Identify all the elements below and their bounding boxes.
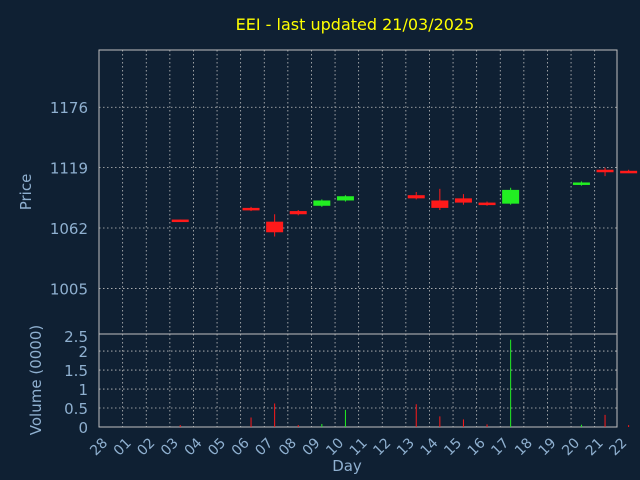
volume-y-tick-label: 2: [78, 343, 88, 361]
candle-03: [242, 206, 260, 212]
volume-vertical-gridlines: [122, 334, 596, 427]
candle-06: [313, 199, 331, 207]
candle-10: [407, 192, 425, 200]
price-y-tick-labels: 1005 1062 1119 1176: [50, 99, 88, 298]
volume-y-tick-label: 1.5: [64, 362, 88, 380]
volume-y-tick-labels: 00.511.522.5: [64, 328, 88, 437]
candle-body: [620, 170, 638, 174]
candle-body: [454, 198, 472, 203]
volume-axis-label: Volume (0000): [27, 325, 45, 435]
candle-body: [313, 200, 331, 206]
candle-body: [572, 182, 590, 185]
candle-05: [289, 210, 307, 216]
candle-body: [478, 202, 496, 206]
candle-17: [572, 181, 590, 186]
candle-body: [266, 221, 284, 233]
x-tick-labels: 28 01 02 03 04 05 06 07 08 09 10 11 12 13 14 15 16 17 18 19…: [87, 435, 630, 459]
price-y-tick-label: 1176: [50, 99, 88, 117]
volume-y-tick-label: 0.5: [64, 400, 88, 418]
volume-y-tick-label: 0: [78, 419, 88, 437]
candle-11: [431, 188, 449, 211]
price-y-tick-label: 1062: [50, 220, 88, 238]
price-y-tick-label: 1119: [50, 160, 88, 178]
candle-04: [266, 214, 284, 237]
candle-18: [596, 167, 614, 177]
volume-bars: [179, 339, 630, 427]
candle-12: [454, 194, 472, 205]
candle-body: [502, 189, 520, 204]
candle-body: [171, 219, 189, 223]
candle-body: [407, 195, 425, 199]
candle-14: [502, 187, 520, 205]
volume-y-tick-label: 2.5: [64, 328, 88, 346]
candle-body: [431, 200, 449, 208]
candle-28: [171, 219, 189, 223]
volume-plot-frame: [98, 333, 618, 428]
price-vertical-gridlines: [122, 50, 596, 334]
price-axis-label: Price: [17, 174, 35, 211]
candle-body: [289, 211, 307, 215]
price-y-tick-label: 1005: [50, 280, 88, 298]
candle-19: [620, 169, 638, 174]
candle-body: [242, 207, 260, 211]
candle-13: [478, 201, 496, 206]
price-panel: 1005 1062 1119 1176 Price: [17, 49, 638, 335]
chart-title: EEI - last updated 21/03/2025: [236, 15, 475, 34]
volume-y-tick-label: 1: [78, 381, 88, 399]
candlesticks: [171, 167, 638, 237]
candle-body: [596, 169, 614, 173]
x-axis-label: Day: [332, 457, 362, 475]
candle-body: [336, 196, 354, 201]
candle-07: [336, 195, 354, 202]
